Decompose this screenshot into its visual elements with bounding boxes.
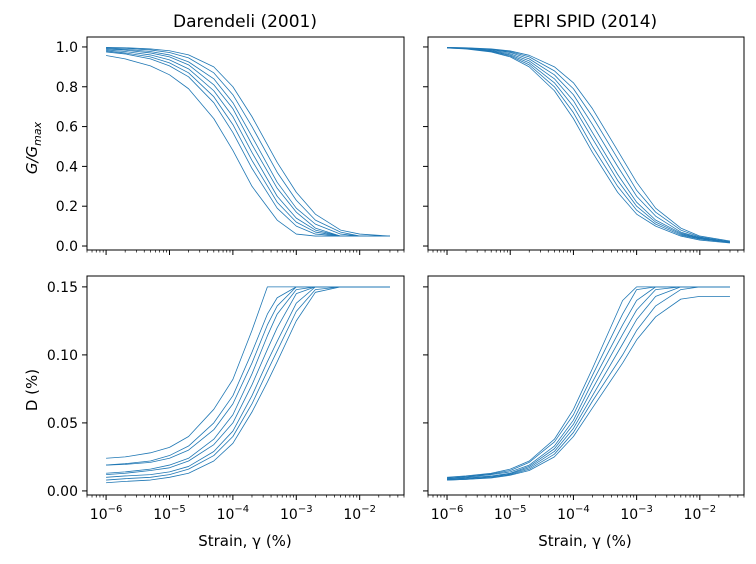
title-darendeli: Darendeli (2001) (173, 12, 317, 32)
y-tick-label: 0.00 (47, 484, 78, 500)
axes-frame (427, 275, 745, 496)
x-tick-label: 10−5 (153, 504, 186, 523)
curve-bottom-left-5 (106, 286, 390, 475)
curve-bottom-left-7 (106, 286, 390, 481)
curve-top-right-6 (447, 47, 731, 243)
y-tick-label: 0.2 (56, 199, 78, 215)
y-tick-label: 0.15 (47, 280, 78, 296)
panel-darendeli-modulus: 0.0 0.2 0.4 0.6 0.8 1.0 (56, 36, 405, 255)
axes-frame (86, 275, 405, 496)
curve-bottom-right-6 (447, 286, 730, 481)
ylabel-modulus-main: G/G (23, 146, 41, 174)
title-epri-spid: EPRI SPID (2014) (513, 12, 657, 32)
curve-bottom-left-4 (106, 286, 390, 474)
curve-bottom-left-2 (106, 286, 390, 466)
axes-frame (427, 36, 745, 251)
x-tick-label: 10−5 (494, 504, 527, 523)
panel-darendeli-damping: 0.00 0.05 0.10 0.15 10−6 10−5 10−4 10−3 10−2 (47, 275, 405, 523)
curve-bottom-left-6 (106, 286, 390, 478)
curve-top-right-1 (447, 47, 731, 244)
y-tick-label: 0.10 (47, 348, 78, 364)
ylabel-damping: D (%) (23, 369, 41, 411)
y-tick-label: 0.6 (56, 120, 78, 136)
curve-bottom-right-3 (447, 286, 730, 480)
axes-frame (86, 36, 405, 251)
x-tick-label: 10−4 (557, 504, 590, 523)
curve-top-left-2 (106, 51, 390, 237)
y-tick-label: 0.05 (47, 416, 78, 432)
curve-top-left-7 (106, 47, 390, 237)
curve-top-right-3 (447, 47, 731, 243)
panel-epri-modulus (423, 36, 745, 255)
ylabel-modulus: G/Gmax (23, 121, 44, 174)
x-tick-label: 10−3 (620, 504, 653, 523)
curve-bottom-left-8 (106, 286, 390, 484)
ylabel-modulus-sub: max (31, 121, 44, 145)
curve-top-right-4 (447, 47, 731, 243)
y-tick-label: 0.4 (56, 159, 78, 175)
curve-bottom-right-5 (447, 286, 730, 480)
x-tick-label: 10−2 (684, 504, 717, 523)
curve-top-left-8 (106, 46, 390, 237)
x-tick-label: 10−6 (90, 504, 123, 523)
curve-top-left-3 (106, 50, 390, 237)
x-tick-label: 10−2 (343, 504, 376, 523)
curve-top-left-5 (106, 48, 390, 237)
curve-bottom-right-4 (447, 286, 730, 480)
curve-bottom-right-2 (447, 286, 730, 479)
curve-bottom-right-1 (447, 286, 730, 478)
curve-top-left-4 (106, 49, 390, 237)
y-tick-label: 1.0 (56, 40, 78, 56)
curve-top-right-5 (447, 47, 731, 243)
xlabel-strain-left: Strain, γ (%) (198, 532, 292, 550)
panel-epri-damping: 10−6 10−5 10−4 10−3 10−2 (423, 275, 745, 523)
curve-top-right-2 (447, 47, 731, 243)
curve-top-left-6 (106, 47, 390, 237)
xlabel-strain-right: Strain, γ (%) (538, 532, 632, 550)
curve-bottom-right-7 (447, 295, 730, 481)
x-tick-label: 10−4 (217, 504, 250, 523)
x-tick-label: 10−3 (280, 504, 313, 523)
x-tick-label: 10−6 (431, 504, 464, 523)
y-tick-label: 0.8 (56, 80, 78, 96)
y-tick-label: 0.0 (56, 239, 78, 255)
curve-bottom-left-1 (106, 286, 390, 459)
curve-top-right-7 (447, 46, 731, 242)
curve-bottom-left-3 (106, 286, 390, 466)
